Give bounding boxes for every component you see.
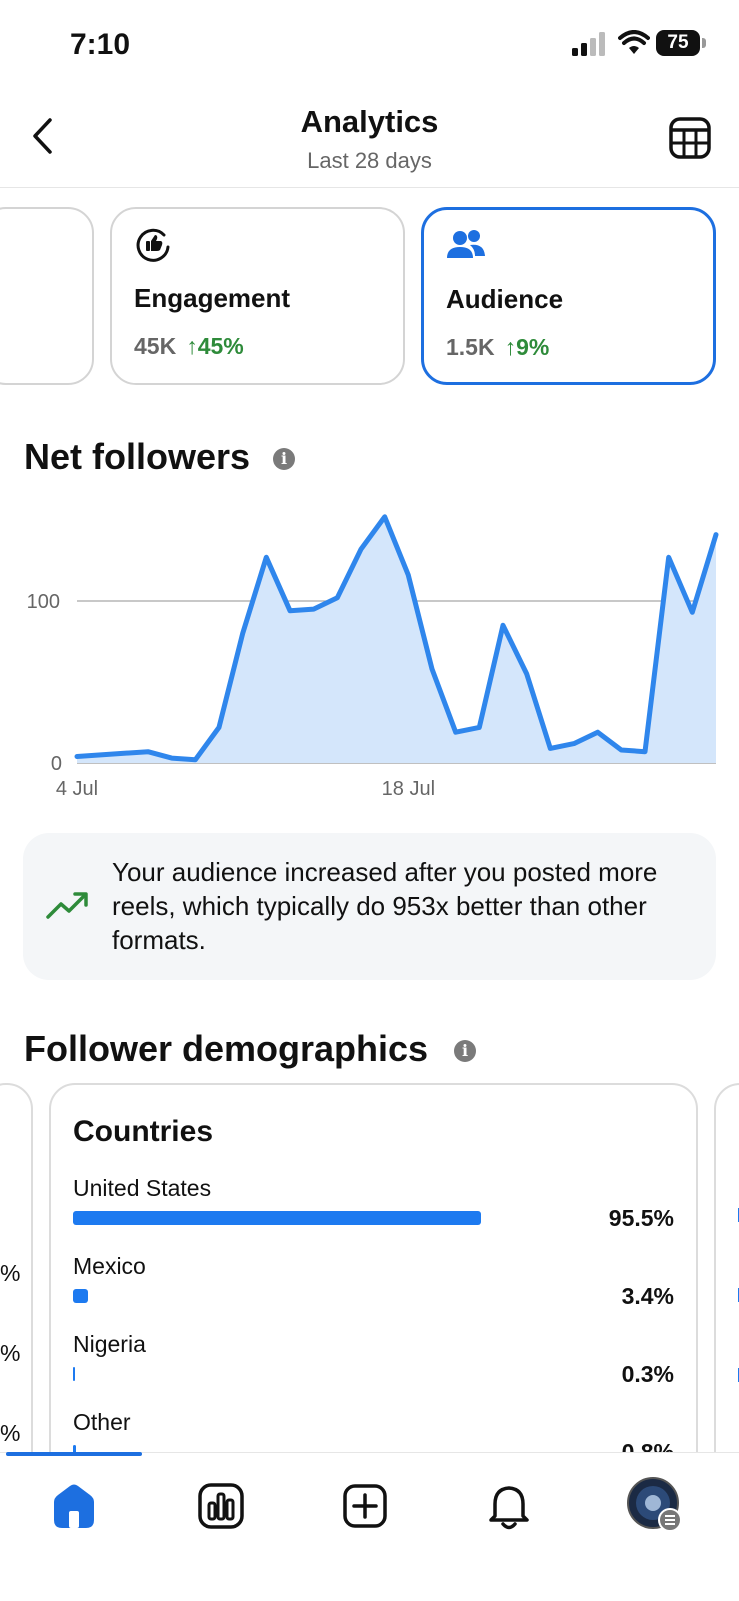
audience-change: ↑9% — [504, 334, 550, 360]
bottom-nav — [0, 1452, 739, 1601]
metric-card-engagement[interactable]: Engagement 45K ↑45% — [110, 207, 405, 385]
audience-icon — [447, 230, 485, 258]
engagement-title: Engagement — [134, 283, 291, 313]
insight-card: Your audience increased after you posted… — [23, 833, 716, 980]
engagement-change: ↑45% — [186, 333, 244, 359]
trending-up-icon — [46, 892, 88, 919]
country-name: United States — [73, 1175, 212, 1201]
battery-icon: 75 — [656, 30, 700, 56]
y-tick-label: 0 — [51, 753, 62, 775]
x-tick-label: 4 Jul — [56, 778, 98, 800]
country-bar — [73, 1367, 75, 1381]
country-name: Nigeria — [73, 1331, 146, 1357]
page-subtitle: Last 28 days — [307, 148, 432, 173]
demographics-card-next[interactable] — [714, 1083, 739, 1503]
notifications-icon[interactable] — [481, 1478, 537, 1534]
cellular-signal-icon — [572, 32, 605, 56]
table-icon[interactable] — [668, 116, 712, 160]
create-icon[interactable] — [337, 1478, 393, 1534]
battery-cap — [702, 38, 706, 48]
engagement-icon — [136, 228, 170, 262]
insight-text: Your audience increased after you posted… — [112, 857, 658, 955]
nav-active-indicator — [6, 1452, 142, 1456]
info-icon[interactable]: i — [273, 448, 295, 470]
back-icon[interactable] — [30, 118, 56, 154]
net-followers-heading: Net followers — [24, 436, 251, 477]
prev-card-pct-2: % — [0, 1340, 21, 1366]
prev-card-pct-1: % — [0, 1260, 21, 1286]
audience-value: 1.5K — [446, 334, 495, 360]
demographics-card-previous[interactable]: % % % — [0, 1083, 33, 1503]
wifi-icon — [618, 30, 650, 54]
country-percent: 3.4% — [621, 1283, 674, 1309]
profile-avatar[interactable] — [625, 1475, 685, 1535]
chart-series-line — [74, 514, 719, 763]
y-tick-label: 100 — [27, 591, 60, 613]
country-bar — [73, 1289, 88, 1303]
country-name: Mexico — [73, 1253, 146, 1279]
page-title: Analytics — [300, 104, 439, 139]
country-name: Other — [73, 1409, 131, 1435]
x-tick-label: 18 Jul — [382, 778, 435, 800]
demographics-heading: Follower demographics — [24, 1028, 429, 1069]
home-icon[interactable] — [46, 1478, 102, 1534]
audience-title: Audience — [446, 284, 564, 314]
countries-title: Countries — [73, 1115, 214, 1148]
audience-metric: 1.5K ↑9% — [446, 334, 549, 361]
country-percent: 95.5% — [608, 1205, 674, 1231]
demographics-info-icon[interactable]: i — [454, 1040, 476, 1062]
country-bar — [73, 1211, 481, 1225]
header-divider — [0, 187, 739, 188]
countries-card[interactable]: Countries United States 95.5% Mexico 3.4% Ni… — [49, 1083, 698, 1503]
engagement-value: 45K — [134, 333, 177, 359]
metric-card-previous[interactable] — [0, 207, 94, 385]
chart-area-fill — [77, 516, 716, 763]
country-percent: 0.3% — [621, 1361, 674, 1387]
metric-card-audience[interactable]: Audience 1.5K ↑9% — [421, 207, 716, 385]
prev-card-pct-3: % — [0, 1420, 21, 1446]
net-followers-chart: 0 100 4 Jul 18 Jul — [27, 514, 719, 800]
status-time: 7:10 — [70, 28, 131, 61]
engagement-metric: 45K ↑45% — [134, 333, 244, 360]
analytics-icon[interactable] — [193, 1478, 249, 1534]
